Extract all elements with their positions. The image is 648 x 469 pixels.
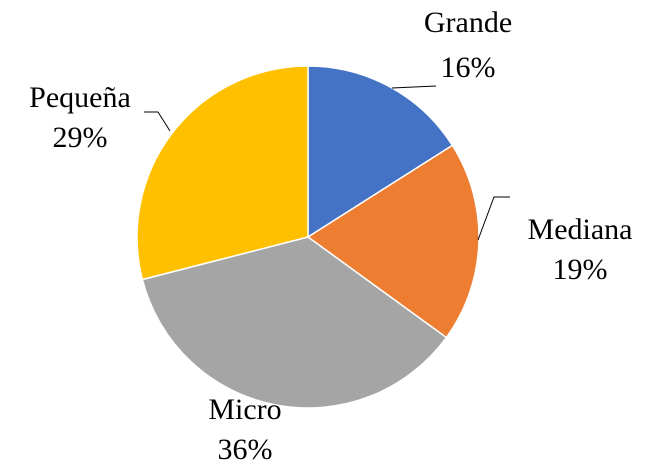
- leader-line: [391, 85, 437, 89]
- category-label: Mediana: [528, 213, 633, 246]
- leader-line: [477, 196, 510, 241]
- value-label: 16%: [441, 51, 496, 84]
- pie-slice: [307, 65, 454, 239]
- category-label: Micro: [208, 393, 281, 426]
- pie-slice: [141, 236, 448, 409]
- value-label: 19%: [553, 253, 608, 286]
- pie-slice: [136, 65, 309, 281]
- value-label: 36%: [218, 433, 273, 466]
- category-label: Grande: [424, 6, 512, 39]
- value-label: 29%: [53, 121, 108, 154]
- leader-line: [144, 111, 171, 132]
- pie: [136, 65, 480, 409]
- pie-slice: [306, 144, 480, 339]
- category-label: Pequeña: [29, 81, 131, 114]
